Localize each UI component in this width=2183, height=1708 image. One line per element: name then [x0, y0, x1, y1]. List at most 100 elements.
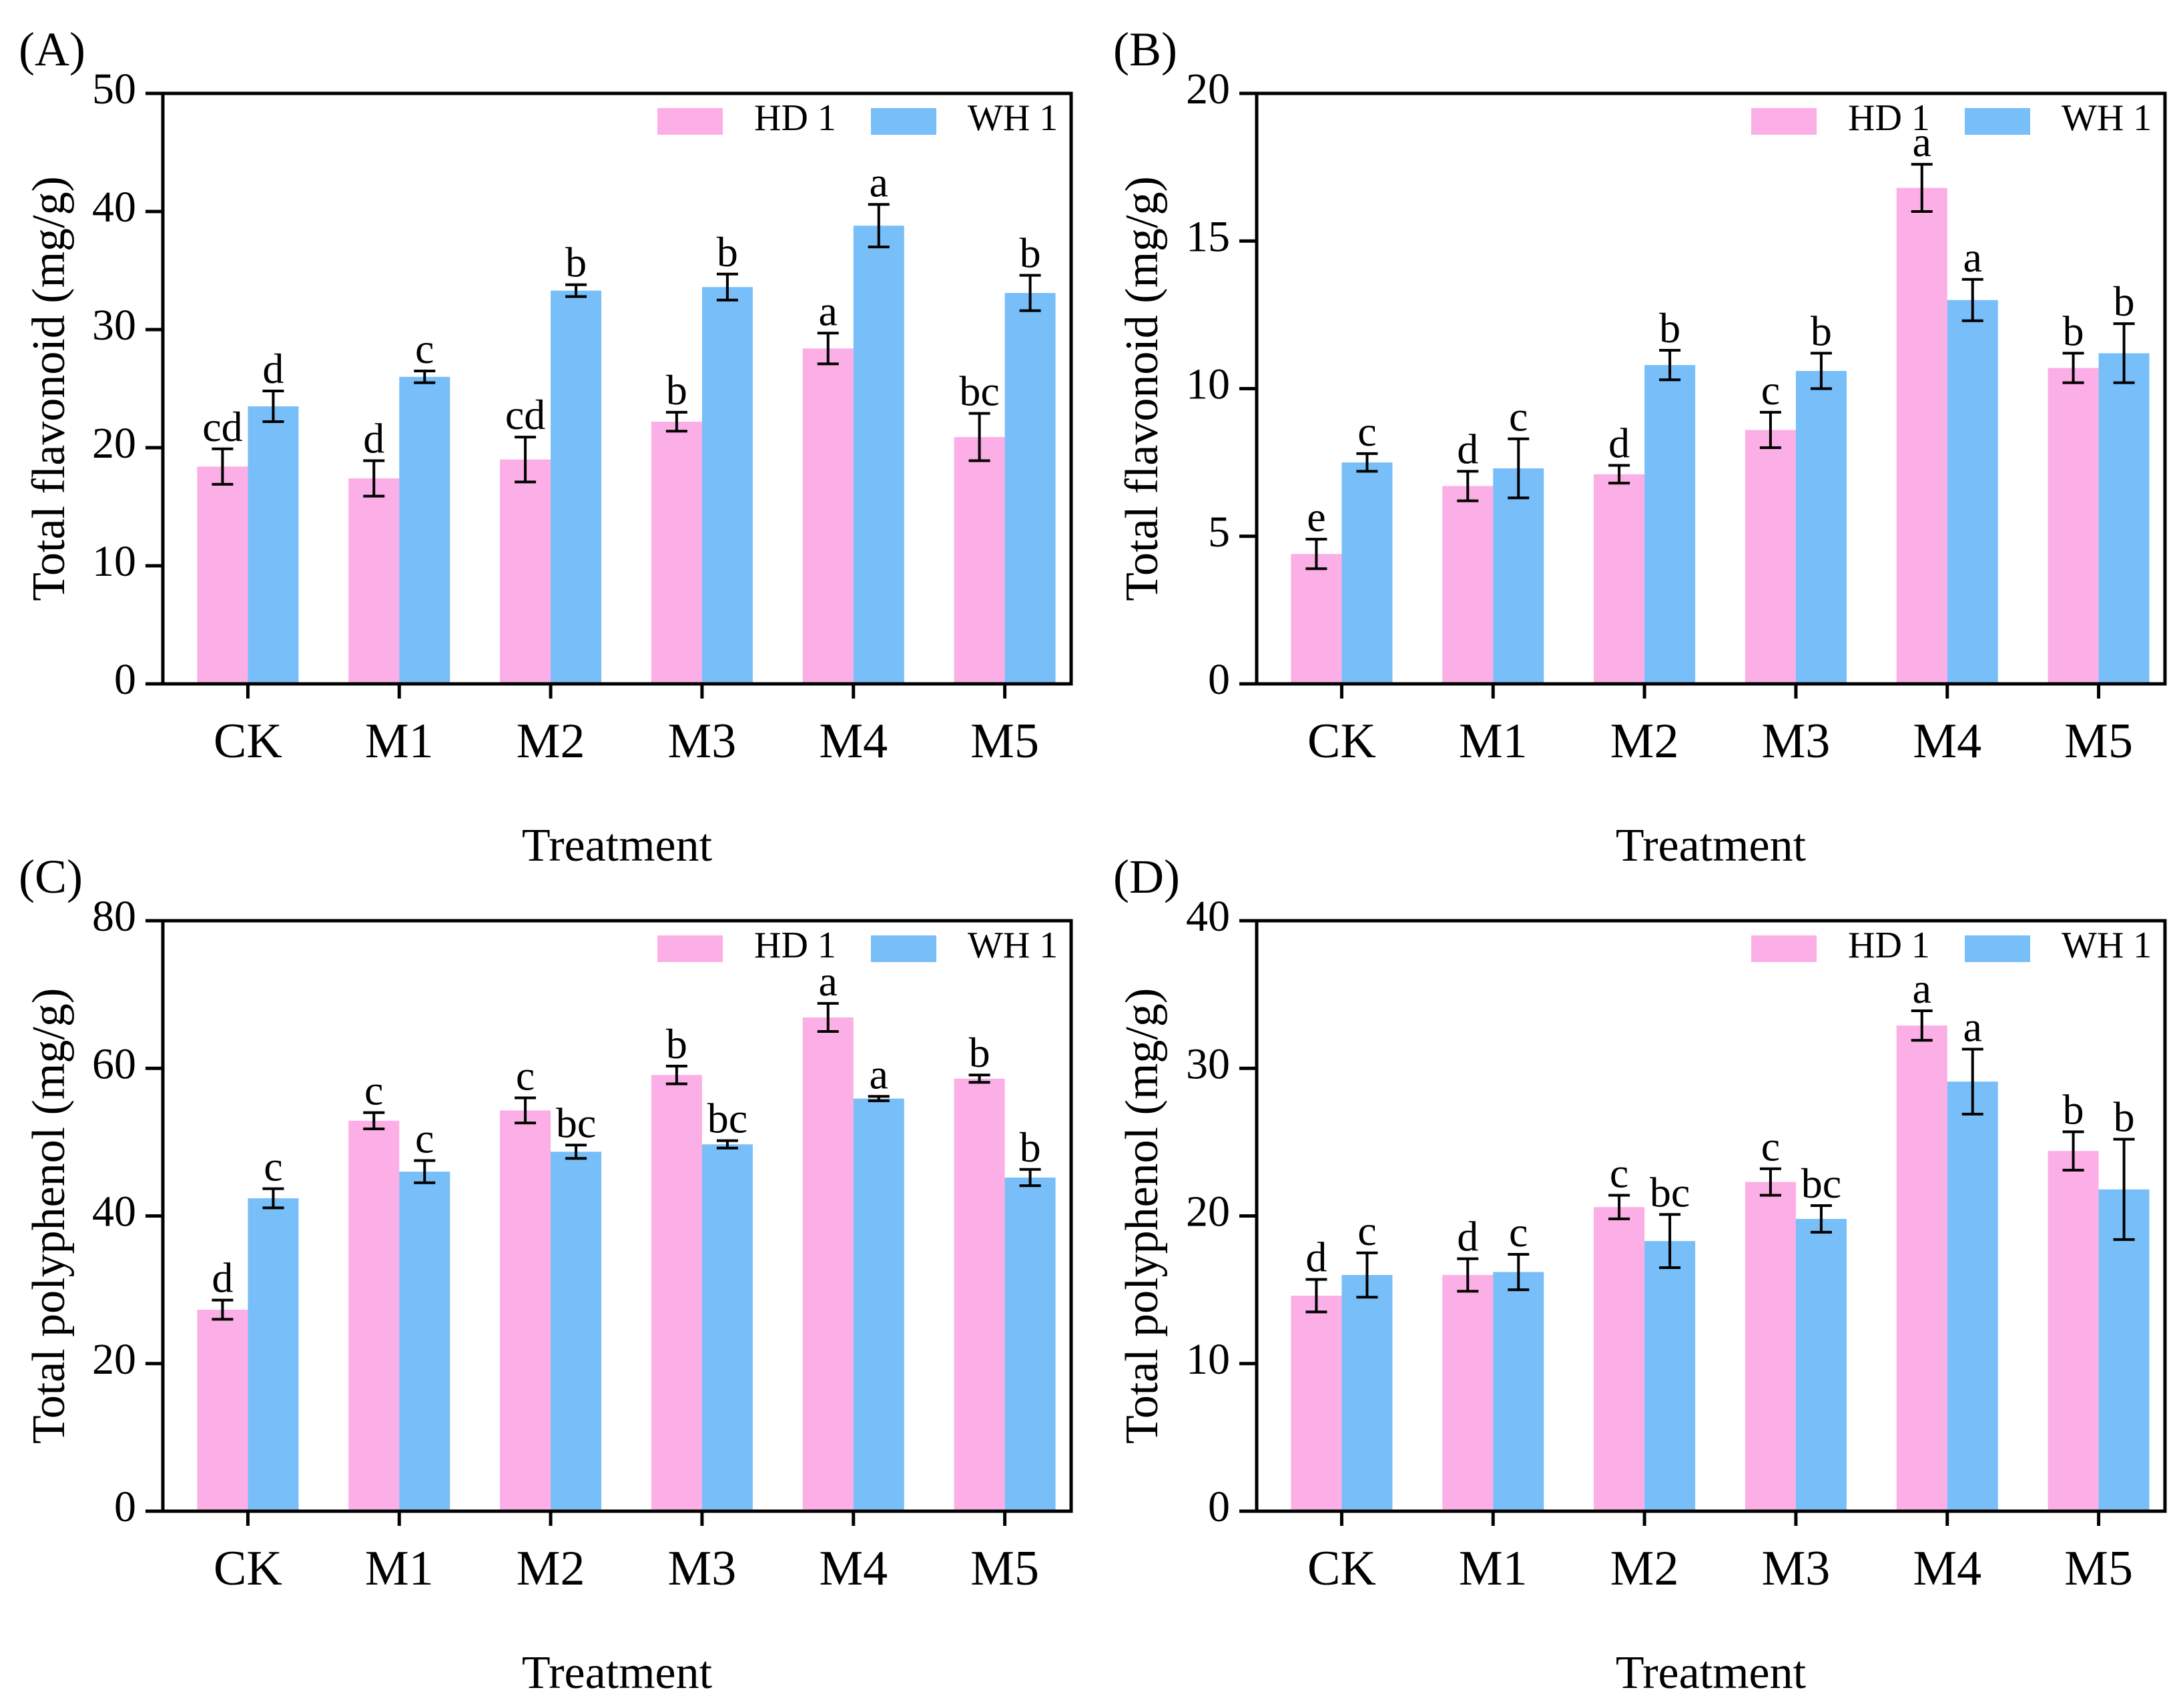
x-tick-label: M3	[1762, 1541, 1831, 1596]
bar-hd1-ck	[1291, 1295, 1342, 1511]
significance-letter: b	[2063, 307, 2084, 354]
legend: HD 1 WH 1	[1751, 97, 2152, 139]
chart-panel-b: (B)Total flavonoid (mg/g)TreatmentecCKdc…	[1113, 23, 2167, 871]
x-tick-label: M4	[1913, 1541, 1981, 1596]
legend-label-wh1: WH 1	[968, 97, 1058, 139]
bar-wh1-m1	[1493, 1272, 1544, 1511]
x-tick-label: M3	[1762, 714, 1831, 769]
x-tick-label: M2	[1610, 714, 1679, 769]
significance-letter: d	[1608, 420, 1630, 467]
legend-label-wh1: WH 1	[968, 925, 1058, 966]
x-tick-label: M5	[970, 714, 1039, 769]
bar-hd1-ck	[197, 466, 248, 684]
significance-letter: b	[717, 228, 738, 276]
significance-letter: d	[1457, 1213, 1478, 1260]
bar-hd1-m3	[651, 1075, 702, 1511]
significance-letter: c	[1610, 1150, 1628, 1197]
y-tick-label: 20	[92, 419, 136, 468]
bar-wh1-m5	[2098, 1189, 2150, 1511]
significance-letter: a	[819, 287, 838, 334]
x-tick-label: M1	[365, 714, 434, 769]
bar-wh1-m2	[551, 290, 602, 685]
bar-hd1-m4	[802, 348, 854, 684]
bar-hd1-m2	[500, 459, 551, 684]
y-tick-label: 15	[1186, 212, 1230, 261]
bar-hd1-m1	[348, 1120, 400, 1511]
x-tick-label: CK	[214, 1541, 282, 1596]
significance-letter: a	[1963, 234, 1982, 281]
significance-letter: c	[364, 1067, 383, 1114]
legend: HD 1 WH 1	[657, 925, 1058, 966]
legend-swatch-wh1	[871, 108, 936, 135]
bar-hd1-m1	[348, 478, 400, 684]
bar-hd1-m2	[1594, 474, 1645, 684]
significance-letter: b	[565, 239, 587, 286]
bar-wh1-m1	[399, 376, 450, 684]
bar-wh1-ck	[248, 406, 299, 684]
plot-frame	[161, 919, 1073, 1513]
legend-swatch-wh1	[871, 935, 936, 962]
x-axis-title: Treatment	[522, 1647, 713, 1699]
panel-label: (B)	[1113, 23, 1177, 76]
x-tick-label: CK	[1307, 714, 1376, 769]
bar-hd1-ck	[197, 1309, 248, 1511]
significance-letter: cd	[202, 403, 242, 450]
x-tick-label: M5	[2064, 714, 2133, 769]
bar-hd1-m4	[802, 1017, 854, 1511]
bar-hd1-m4	[1896, 187, 1947, 685]
x-tick-label: CK	[1307, 1541, 1376, 1596]
y-tick-label: 20	[1186, 1188, 1230, 1236]
x-tick-label: CK	[214, 714, 282, 769]
significance-letter: c	[1509, 393, 1528, 440]
bar-wh1-m4	[853, 1098, 904, 1511]
y-tick-label: 5	[1208, 508, 1230, 556]
y-tick-label: 40	[1186, 892, 1230, 941]
significance-letter: b	[1020, 230, 1041, 277]
panel-label: (D)	[1113, 850, 1180, 903]
chart-panel-d: (D)Total polyphenol (mg/g)TreatmentdcCKd…	[1113, 850, 2167, 1699]
significance-letter: c	[415, 325, 434, 372]
y-tick-label: 20	[92, 1335, 136, 1384]
bar-hd1-m5	[954, 437, 1005, 684]
significance-letter: d	[262, 345, 284, 392]
bar-wh1-m3	[1795, 370, 1847, 684]
significance-letter: e	[1307, 493, 1325, 540]
bar-hd1-m3	[651, 422, 702, 684]
x-axis-title: Treatment	[1616, 820, 1807, 871]
bar-hd1-m5	[2048, 1151, 2099, 1511]
bar-hd1-m5	[2048, 368, 2099, 684]
significance-letter: bc	[1650, 1168, 1690, 1216]
x-tick-label: M5	[2064, 1541, 2133, 1596]
y-tick-label: 60	[92, 1039, 136, 1088]
significance-letter: b	[1659, 304, 1680, 352]
bar-hd1-m3	[1745, 430, 1796, 684]
significance-letter: bc	[1801, 1160, 1841, 1207]
legend: HD 1 WH 1	[657, 97, 1058, 139]
bar-wh1-m5	[1004, 1177, 1056, 1511]
bar-wh1-m2	[551, 1152, 602, 1511]
y-tick-label: 0	[114, 655, 136, 704]
significance-letter: c	[415, 1115, 434, 1162]
legend-swatch-hd1	[1751, 935, 1817, 962]
chart-panel-c: (C) Total polyphenol (mg/g) Treatment d c CK c…	[19, 850, 1073, 1699]
y-axis-title: Total flavonoid (mg/g)	[23, 176, 75, 601]
significance-letter: c	[1357, 1207, 1376, 1254]
significance-letter: a	[870, 158, 888, 205]
bar-wh1-m2	[1644, 1241, 1696, 1511]
x-tick-label: M4	[819, 714, 888, 769]
y-tick-label: 10	[92, 537, 136, 586]
x-axis-title: Treatment	[522, 820, 713, 871]
legend-swatch-hd1	[657, 108, 723, 135]
x-tick-label: M3	[668, 1541, 737, 1596]
bar-hd1-m2	[1594, 1207, 1645, 1511]
x-tick-label: M4	[1913, 714, 1981, 769]
legend-label-hd1: HD 1	[1848, 925, 1930, 966]
bar-wh1-m4	[853, 226, 904, 684]
bar-wh1-m3	[701, 1144, 753, 1511]
significance-letter: bc	[556, 1099, 596, 1146]
y-tick-label: 0	[1208, 655, 1230, 704]
significance-letter: d	[212, 1254, 233, 1302]
legend-label-wh1: WH 1	[2062, 97, 2152, 139]
significance-letter: bc	[707, 1095, 747, 1142]
y-tick-label: 80	[92, 892, 136, 941]
